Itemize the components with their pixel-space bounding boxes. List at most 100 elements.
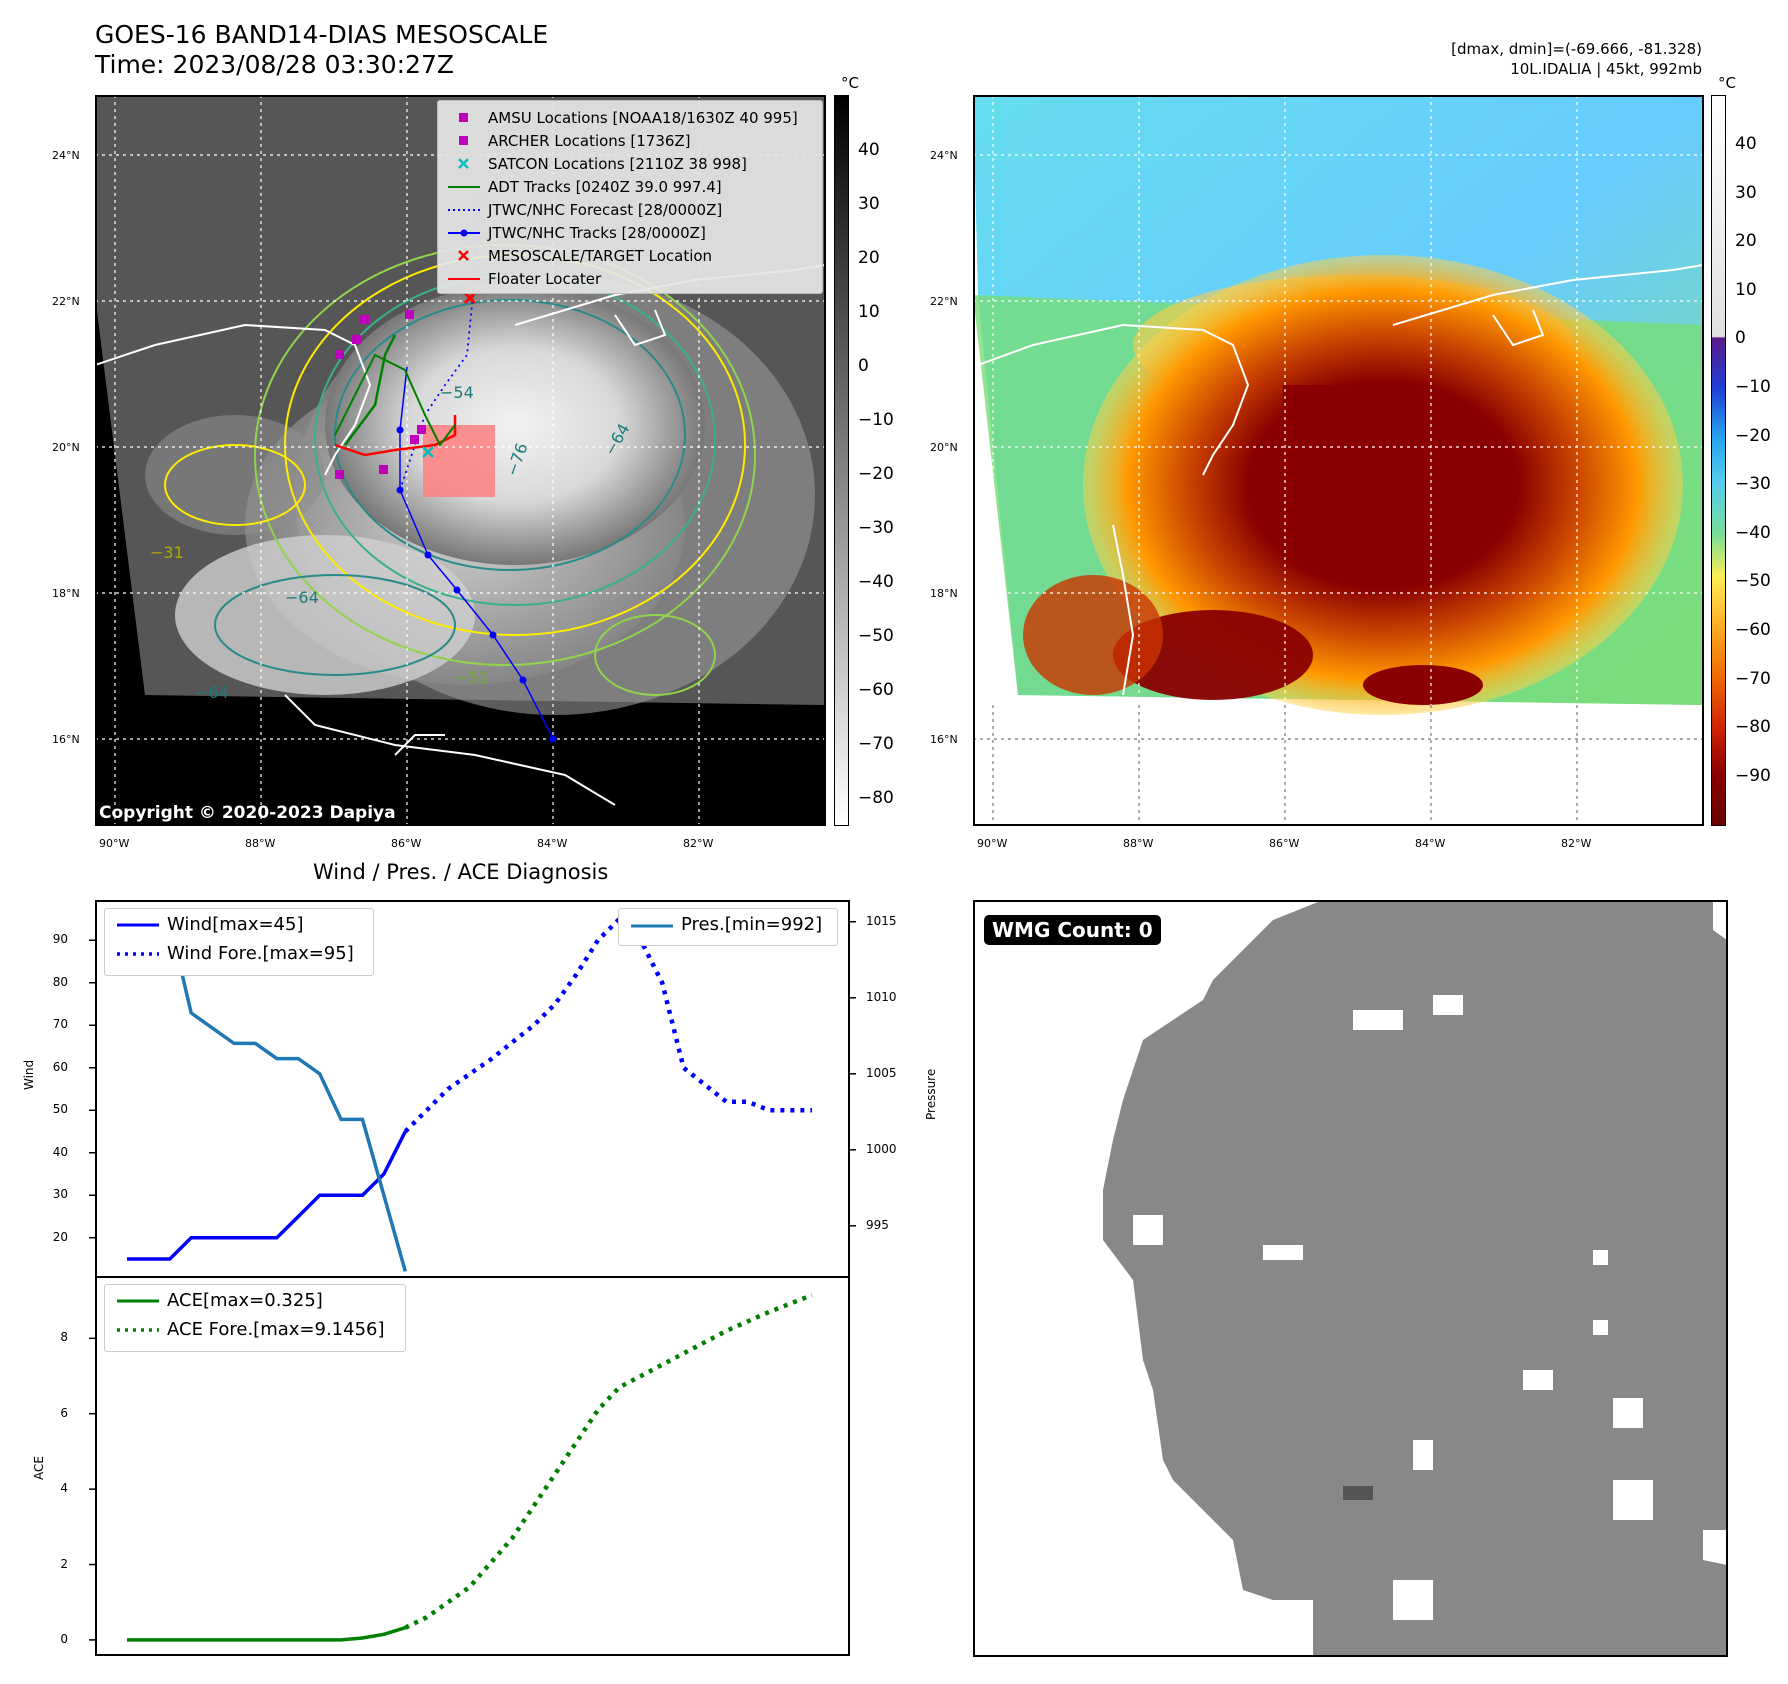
colorbar-tick-label: −70	[858, 734, 894, 754]
wind-axis-label: Wind	[22, 1059, 36, 1090]
storm-info-text: 10L.IDALIA | 45kt, 992mb	[1510, 60, 1702, 78]
contour-label: −64	[195, 683, 229, 702]
colorbar-tick-label: 40	[1735, 134, 1757, 154]
colorbar-tick-label: −40	[858, 572, 894, 592]
contour-label: −64	[285, 588, 319, 607]
legend-marker-pressure	[631, 924, 673, 928]
legend-marker-tracks	[448, 229, 480, 237]
axis-tick-label: 2	[60, 1556, 68, 1571]
series-line-0	[127, 1130, 407, 1261]
colorbar-tick-label: −40	[1735, 522, 1771, 543]
lon-label: 88°W	[245, 837, 276, 850]
legend-marker-ace-fore	[117, 1328, 159, 1332]
legend-label: AMSU Locations [NOAA18/1630Z 40 995]	[488, 109, 798, 127]
colorbar-tick-label: −20	[858, 464, 894, 484]
colorbar-tick-label: 40	[858, 140, 880, 160]
legend-label: MESOSCALE/TARGET Location	[488, 247, 713, 265]
legend-marker-floater	[448, 278, 480, 280]
ace-chart-frame	[95, 1276, 850, 1656]
copyright-text: Copyright © 2020-2023 Dapiya	[99, 803, 396, 823]
colorbar-tick-label: −30	[1735, 474, 1771, 495]
wmg-panel-frame	[973, 900, 1728, 1657]
colorbar-tick-label: −80	[1735, 717, 1771, 738]
legend-marker-adt	[448, 186, 480, 188]
axis-tick-label: 1000	[866, 1141, 897, 1156]
series-line-1	[403, 915, 812, 1134]
lat-label: 20°N	[52, 441, 80, 454]
colorbar-tick-label: −50	[858, 626, 894, 646]
color-colorbar-unit: °C	[1718, 74, 1736, 92]
legend-label: ADT Tracks [0240Z 39.0 997.4]	[488, 178, 722, 196]
lon-label: 86°W	[391, 837, 422, 850]
figure-time: Time: 2023/08/28 03:30:27Z	[95, 50, 454, 79]
axis-tick-label: 80	[52, 974, 68, 989]
lon-label: 88°W	[1123, 837, 1154, 850]
colorbar-tick-label: −50	[1735, 571, 1771, 592]
contour-label: −31	[150, 543, 184, 562]
colorbar-tick-label: 20	[858, 248, 880, 268]
colorbar-tick-label: −10	[1735, 377, 1771, 397]
legend-label-ace: ACE[max=0.325]	[167, 1290, 323, 1311]
ace-legend: ACE[max=0.325] ACE Fore.[max=9.1456]	[104, 1284, 406, 1352]
legend-marker-wind-fore	[117, 952, 159, 956]
colorbar-tick-label: 0	[1735, 328, 1746, 349]
legend-marker-satcon	[458, 158, 469, 169]
colorbar-tick-label: −70	[1735, 668, 1771, 689]
lat-label: 24°N	[930, 149, 958, 162]
ir-color-map-svg	[973, 95, 1704, 825]
legend-label: SATCON Locations [2110Z 38 998]	[488, 155, 747, 173]
figure-title: GOES-16 BAND14-DIAS MESOSCALE	[95, 20, 549, 49]
colorbar-tick-label: 10	[1735, 279, 1757, 300]
legend-label: ARCHER Locations [1736Z]	[488, 132, 691, 150]
axis-tick-label: 60	[52, 1059, 68, 1074]
legend-marker-forecast	[448, 209, 480, 211]
legend-label: JTWC/NHC Forecast [28/0000Z]	[488, 201, 723, 219]
legend-marker-ace	[117, 1299, 159, 1303]
colorbar-tick-label: 0	[858, 356, 869, 376]
wmg-panel	[973, 900, 1727, 1656]
lat-label: 18°N	[930, 587, 958, 600]
axis-tick-label: 995	[866, 1217, 889, 1232]
colorbar-tick-label: 10	[858, 302, 880, 322]
axis-tick-label: 0	[60, 1631, 68, 1646]
legend-label: JTWC/NHC Tracks [28/0000Z]	[488, 224, 706, 242]
axis-tick-label: 90	[52, 932, 68, 947]
colorbar-tick-label: −90	[1735, 765, 1771, 786]
lat-label: 22°N	[52, 295, 80, 308]
legend-label-wind-fore: Wind Fore.[max=95]	[167, 943, 354, 964]
ir-grayscale-map-frame	[95, 95, 826, 826]
ace-chart-layer	[89, 1293, 813, 1642]
contour-label: −54	[440, 383, 474, 402]
legend-marker-target	[458, 250, 469, 261]
axis-tick-label: 20	[52, 1229, 68, 1244]
series-line-0	[127, 1626, 406, 1642]
lon-label: 82°W	[1561, 837, 1592, 850]
colorbar-tick-label: −60	[1735, 620, 1771, 640]
legend-marker-amsu	[459, 113, 468, 122]
ir-color-map	[973, 95, 1704, 825]
axis-tick-label: 1015	[866, 913, 897, 928]
dmax-dmin-text: [dmax, dmin]=(-69.666, -81.328)	[1451, 40, 1702, 58]
series-line-1	[404, 1293, 813, 1630]
axis-tick-label: 6	[60, 1405, 68, 1420]
gray-colorbar	[834, 95, 849, 826]
lon-label: 84°W	[537, 837, 568, 850]
diagnosis-title: Wind / Pres. / ACE Diagnosis	[313, 860, 609, 884]
gray-colorbar-unit: °C	[841, 74, 859, 92]
colorbar-tick-label: −80	[858, 788, 894, 808]
lat-label: 16°N	[52, 733, 80, 746]
axis-tick-label: 40	[52, 1144, 68, 1159]
wmg-count-badge: WMG Count: 0	[984, 915, 1161, 945]
pressure-legend: Pres.[min=992]	[618, 908, 838, 946]
legend-marker-wind	[117, 923, 159, 927]
lon-label: 84°W	[1415, 837, 1446, 850]
legend-label-pressure: Pres.[min=992]	[681, 914, 823, 935]
colorbar-tick-label: −20	[1735, 425, 1771, 446]
contour-label: −51	[455, 668, 489, 687]
axis-tick-label: 70	[52, 1017, 68, 1032]
colorbar-tick-label: 30	[858, 194, 880, 214]
colorbar-tick-label: −10	[858, 410, 894, 430]
ace-axis-label: ACE	[32, 1456, 46, 1480]
axis-tick-label: 4	[60, 1481, 68, 1496]
